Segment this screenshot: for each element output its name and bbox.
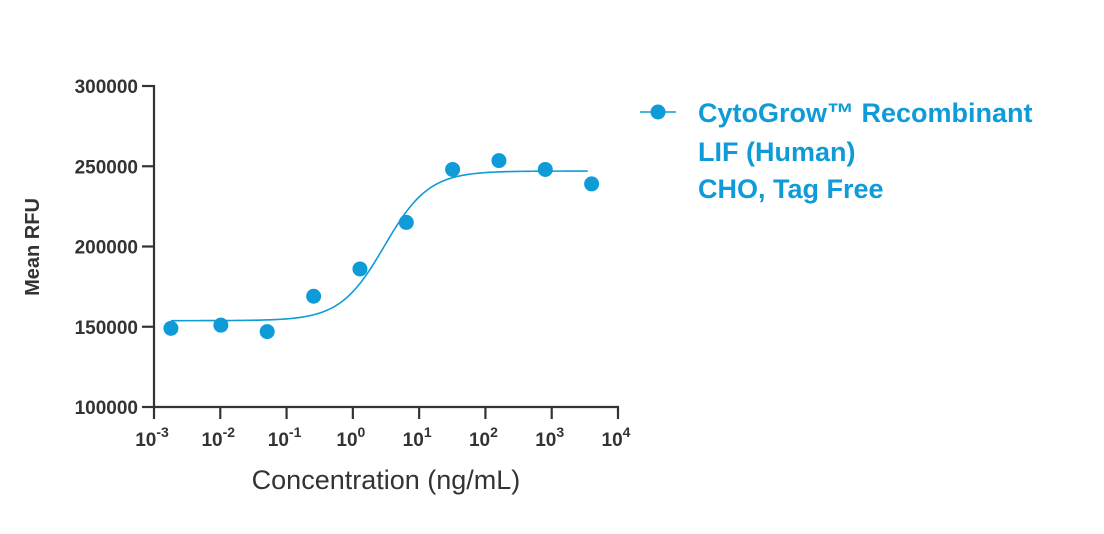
x-tick-label: 102 [469,424,498,451]
y-tick-label: 300000 [75,77,138,98]
x-tick-label: 104 [602,424,631,451]
y-axis-ticks: 100000 150000 200000 250000 300000 [75,77,154,419]
y-tick-label: 200000 [75,238,138,259]
x-tick-label: 10-1 [268,424,302,451]
y-tick-label: 100000 [75,398,138,419]
data-point [306,288,322,304]
y-tick-label: 150000 [75,318,138,339]
axes [152,85,619,409]
legend: CytoGrow™ Recombinant LIF (Human) CHO, T… [640,98,1033,204]
legend-label-line-1: CytoGrow™ Recombinant [698,98,1033,128]
legend-label-line-2: LIF (Human) [698,137,855,167]
data-point [259,324,275,340]
x-tick-label: 101 [403,424,432,451]
data-point [352,261,368,277]
data-point [445,161,461,177]
data-points [163,153,600,340]
x-tick-label: 103 [535,424,564,451]
data-point [491,153,507,169]
data-point [537,161,553,177]
data-point [213,317,229,333]
legend-marker-dot [650,104,666,120]
x-axis-ticks: 10-3 10-2 10-1 100 101 102 103 104 [135,407,631,451]
x-tick-label: 100 [336,424,365,451]
legend-label-line-3: CHO, Tag Free [698,174,884,204]
y-tick-label: 250000 [75,157,138,178]
fit-curve [170,170,588,322]
x-axis-title: Concentration (ng/mL) [252,465,521,495]
data-point [163,320,179,336]
x-tick-label: 10-3 [135,424,169,451]
y-axis-title: Mean RFU [22,198,44,296]
data-point [398,214,414,230]
data-point [584,176,600,192]
x-tick-label: 10-2 [201,424,235,451]
